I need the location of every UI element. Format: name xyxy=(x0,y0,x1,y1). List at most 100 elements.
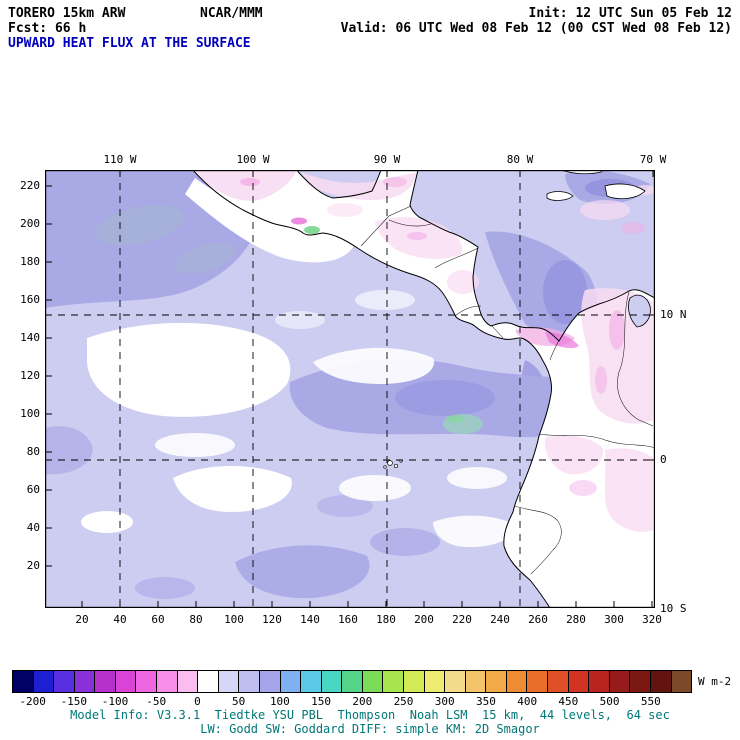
colorbar-tick-label: 0 xyxy=(194,695,201,708)
colorbar-tick-label: 350 xyxy=(476,695,496,708)
lat-label: 10 S xyxy=(660,602,687,615)
y-grid-label: 80 xyxy=(26,445,40,458)
colorbar-cell xyxy=(13,671,34,692)
x-grid-label: 80 xyxy=(189,613,203,626)
x-grid-label: 160 xyxy=(338,613,358,626)
colorbar-tick-label: -200 xyxy=(19,695,46,708)
country-borders xyxy=(360,205,656,575)
lon-label: 110 W xyxy=(103,153,137,166)
colorbar-cell xyxy=(218,671,240,692)
colorbar-cell xyxy=(239,671,260,692)
y-grid-label: 20 xyxy=(26,559,40,572)
x-grid-label: 140 xyxy=(300,613,320,626)
map-frame xyxy=(45,170,655,608)
colorbar-cell xyxy=(506,671,528,692)
colorbar-unit: W m-2 xyxy=(698,675,732,688)
colorbar-tick-label: 150 xyxy=(311,695,332,708)
graticule xyxy=(45,170,655,608)
colorbar-tick-label: 500 xyxy=(599,695,620,708)
colorbar-cell xyxy=(259,671,281,692)
lat-label: 10 N xyxy=(660,308,687,321)
island-hispaniola xyxy=(604,183,646,200)
colorbar-cell xyxy=(280,671,302,692)
x-grid-label: 40 xyxy=(113,613,127,626)
colorbar-cell xyxy=(157,671,178,692)
colorbar-cell xyxy=(383,671,404,692)
colorbar-cell xyxy=(424,671,446,692)
x-grid-label: 120 xyxy=(262,613,282,626)
colorbar-tick-label: -150 xyxy=(60,695,88,708)
y-grid-label: 160 xyxy=(20,293,40,306)
colorbar-cell xyxy=(74,671,96,692)
colorbar-cell xyxy=(671,671,692,692)
x-grid-label: 100 xyxy=(224,613,244,626)
forecast-hour: Fcst: 66 h xyxy=(8,21,87,36)
model-name: TORERO 15km ARW xyxy=(8,6,126,21)
colorbar-cell xyxy=(609,671,631,692)
colorbar-tick-label: 50 xyxy=(232,695,246,708)
y-grid-label: 200 xyxy=(20,217,40,230)
colorbar-cell xyxy=(33,671,55,692)
colorbar-cell xyxy=(136,671,158,692)
y-grid-label: 140 xyxy=(20,331,40,344)
colorbar-tick-label: 400 xyxy=(517,695,538,708)
y-grid-label: 120 xyxy=(20,369,40,382)
island-jamaica xyxy=(546,191,574,201)
y-grid-label: 220 xyxy=(20,179,40,192)
colorbar-cell xyxy=(630,671,651,692)
colorbar-tick-label: 200 xyxy=(352,695,373,708)
x-grid-label: 260 xyxy=(528,613,548,626)
colorbar-cell xyxy=(650,671,672,692)
colorbar-cell xyxy=(568,671,590,692)
colorbar-cell xyxy=(403,671,425,692)
coastlines xyxy=(192,169,656,609)
colorbar-tick-label: 550 xyxy=(640,695,661,708)
colorbar-cell xyxy=(177,671,199,692)
colorbar-cell xyxy=(362,671,384,692)
colorbar-tick-label: 300 xyxy=(434,695,455,708)
colorbar-cell xyxy=(198,671,219,692)
map-plot xyxy=(45,169,656,609)
lat-label: 0 xyxy=(660,453,667,466)
colorbar-cell xyxy=(342,671,363,692)
colorbar-tick-label: -100 xyxy=(101,695,129,708)
tehuantepec-max-spot xyxy=(304,226,320,234)
colorbar-cell xyxy=(589,671,610,692)
map-svg xyxy=(45,169,656,609)
x-grid-label: 320 xyxy=(642,613,662,626)
colorbar-cell xyxy=(115,671,137,692)
colorbar-cell xyxy=(301,671,322,692)
colorbar xyxy=(12,670,692,693)
galapagos-islands xyxy=(383,459,403,469)
y-grid-label: 60 xyxy=(26,483,40,496)
colorbar-cell xyxy=(465,671,487,692)
colorbar-cell xyxy=(445,671,466,692)
colorbar-cell xyxy=(527,671,549,692)
lon-label: 80 W xyxy=(506,153,534,166)
lon-label: 100 W xyxy=(236,153,270,166)
colorbar-tick-label: 100 xyxy=(269,695,290,708)
colorbar-cell xyxy=(548,671,569,692)
y-grid-label: 100 xyxy=(20,407,40,420)
x-grid-label: 300 xyxy=(604,613,624,626)
y-grid-label: 40 xyxy=(26,521,40,534)
x-grid-label: 20 xyxy=(75,613,89,626)
lon-label: 70 W xyxy=(639,153,667,166)
colorbar-tick-label: -50 xyxy=(146,695,167,708)
colorbar-cell xyxy=(95,671,116,692)
colorbar-tick-label: 450 xyxy=(558,695,579,708)
lon-label: 90 W xyxy=(373,153,401,166)
y-grid-label: 180 xyxy=(20,255,40,268)
colorbar-tick-label: 250 xyxy=(393,695,414,708)
plot-title: UPWARD HEAT FLUX AT THE SURFACE xyxy=(8,36,251,51)
colorbar-cell xyxy=(321,671,343,692)
model-info-line1: Model Info: V3.3.1 Tiedtke YSU PBL Thomp… xyxy=(70,708,670,722)
x-grid-label: 180 xyxy=(376,613,396,626)
colorbar-cell xyxy=(486,671,507,692)
init-time: Init: 12 UTC Sun 05 Feb 12 xyxy=(528,6,733,21)
center-name: NCAR/MMM xyxy=(200,6,263,21)
lake-maracaibo xyxy=(628,294,651,328)
model-info-line2: LW: Godd SW: Goddard DIFF: simple KM: 2D… xyxy=(200,722,540,736)
valid-time: Valid: 06 UTC Wed 08 Feb 12 (00 CST Wed … xyxy=(340,21,732,36)
